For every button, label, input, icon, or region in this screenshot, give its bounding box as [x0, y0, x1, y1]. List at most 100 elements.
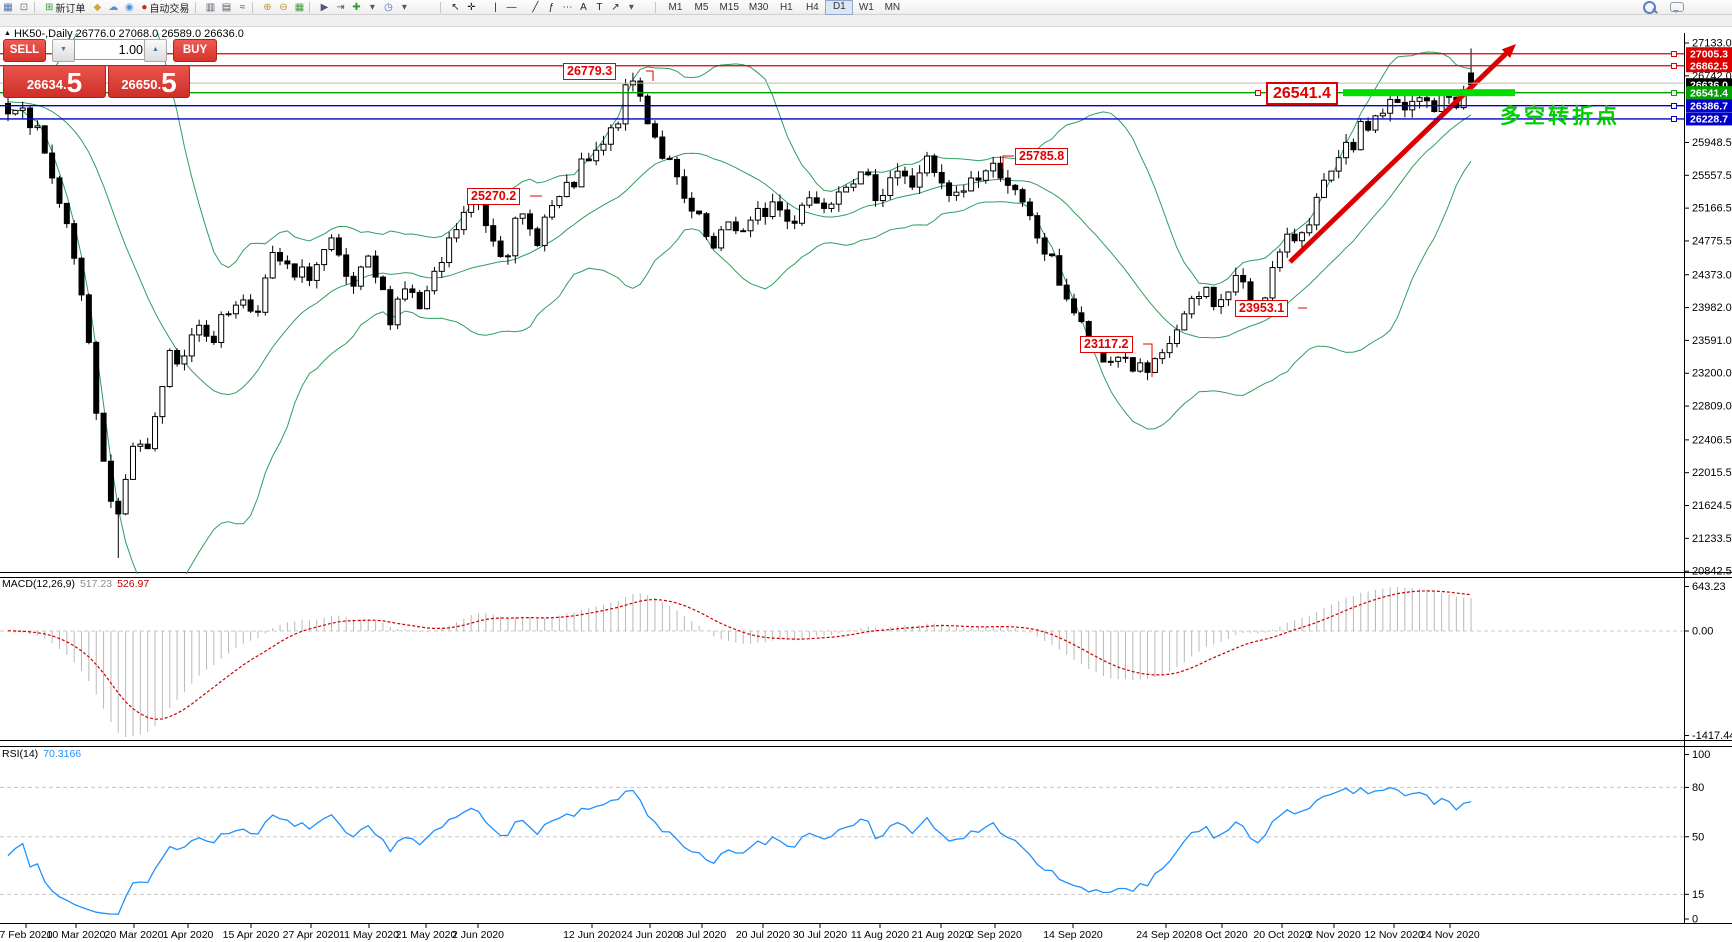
bull-candle-body [747, 219, 754, 232]
cursor-icon[interactable]: ↖ [451, 1, 460, 13]
timeframe-m5[interactable]: M5 [694, 1, 709, 13]
timeframe-h4[interactable]: H4 [805, 1, 819, 13]
bull-candle-body [968, 177, 975, 192]
indicators-dropdown-icon[interactable]: ▾ [369, 1, 375, 13]
price-annotation-26779.3[interactable]: 26779.3 [563, 63, 617, 80]
bull-candle-body [593, 149, 600, 162]
bar-chart-mode-icon[interactable]: ▥ [205, 1, 216, 13]
periods-dropdown-icon[interactable]: ▾ [401, 1, 407, 13]
trend-arrow-head [1501, 44, 1516, 59]
sell-button[interactable]: SELL [3, 39, 46, 62]
price-annotation-23117.2[interactable]: 23117.2 [1080, 336, 1133, 353]
fibonacci-icon[interactable]: ƒ [548, 1, 555, 13]
time-axis-label: 12 Nov 2020 [1364, 929, 1424, 941]
bear-candle-body [821, 202, 828, 209]
time-axis-label: 27 Apr 2020 [283, 929, 340, 941]
bid-price-panel[interactable]: 26634. 5 [3, 65, 106, 98]
timeframe-mn[interactable]: MN [884, 1, 901, 13]
bull-candle-body [799, 204, 806, 224]
vertical-line-icon[interactable]: | [494, 1, 497, 13]
search-icon[interactable] [1643, 0, 1656, 14]
resistance-highlight-bar[interactable] [1343, 89, 1515, 97]
timeframe-w1[interactable]: W1 [858, 1, 874, 13]
periods-clock-icon[interactable]: ◷ [384, 1, 393, 13]
bear-candle-body [946, 182, 953, 196]
line-handle[interactable] [1671, 103, 1677, 109]
time-axis-label: 20 Mar 2020 [105, 929, 164, 941]
bear-candle-body [703, 213, 710, 237]
text-box-icon[interactable]: T [596, 1, 603, 13]
candle-chart-mode-icon[interactable]: ▤ [221, 1, 232, 13]
price-annotation-23953.1[interactable]: 23953.1 [1235, 300, 1289, 317]
time-axis-label: 10 Mar 2020 [47, 929, 106, 941]
tile-windows-icon[interactable]: ▦ [294, 1, 305, 13]
line-handle[interactable] [1671, 116, 1677, 122]
time-axis-label: 11 Aug 2020 [851, 929, 909, 941]
collapse-icon[interactable]: ▲ [4, 30, 11, 37]
bull-candle-body [835, 191, 842, 205]
zoom-out-icon[interactable]: ⊖ [279, 1, 288, 13]
volume-input[interactable] [74, 39, 148, 60]
time-axis-label: 21 Aug 2020 [912, 929, 971, 941]
line-handle[interactable] [1671, 90, 1677, 96]
price-badge-label: 26541.4 [1690, 87, 1728, 99]
chat-icon[interactable] [1670, 2, 1684, 13]
bear-candle-body [387, 289, 394, 326]
line-handle[interactable] [1255, 90, 1261, 96]
price-tick-label: 27133.0 [1692, 38, 1732, 50]
timeframe-m15[interactable]: M15 [719, 1, 739, 13]
arrows-tool-icon[interactable]: ↗ [611, 1, 620, 13]
timeframe-m30[interactable]: M30 [748, 1, 769, 13]
fibo-channel-icon[interactable]: ⋯ [562, 1, 573, 13]
arrows-dropdown-icon[interactable]: ▾ [628, 1, 634, 13]
bear-candle-body [666, 157, 673, 160]
auto-trading-button[interactable]: ● 自动交易 [137, 1, 193, 15]
bull-candle-body [1115, 356, 1122, 362]
chart-shift-icon[interactable]: ⇥ [336, 1, 345, 13]
text-label-icon[interactable]: A [580, 1, 587, 13]
bull-candle-body [924, 155, 930, 174]
trendline-icon[interactable]: ╱ [532, 1, 539, 13]
bull-candle-body [1321, 179, 1328, 198]
styler-icon[interactable]: ◆ [93, 1, 102, 13]
bull-candle-body [953, 191, 960, 196]
toolbar-separator [34, 1, 39, 13]
rsi-scale-label: 80 [1692, 782, 1704, 794]
rsi-scale-label: 100 [1692, 749, 1710, 761]
line-handle[interactable] [1671, 51, 1677, 57]
volume-increase-button[interactable]: ▲ [144, 39, 167, 62]
bear-candle-body [526, 213, 533, 230]
preview-icon[interactable]: ⊡ [19, 1, 29, 13]
bear-candle-body [696, 210, 703, 215]
price-annotation-25270.2[interactable]: 25270.2 [467, 188, 521, 205]
timeframe-h1[interactable]: H1 [779, 1, 793, 13]
indicators-add-icon[interactable]: ✚ [352, 1, 361, 13]
zoom-in-icon[interactable]: ⊕ [263, 1, 272, 13]
price-annotation-25785.8[interactable]: 25785.8 [1015, 148, 1069, 165]
horizontal-line-icon[interactable]: — [506, 1, 517, 13]
chart-tab-strip [0, 15, 1732, 27]
ask-price-panel[interactable]: 26650. 5 [108, 65, 190, 98]
signals-icon[interactable]: ◉ [125, 1, 134, 13]
bull-candle-body [181, 355, 188, 365]
pivot-annotation-text: 多空转折点 [1500, 105, 1620, 128]
crosshair-icon[interactable]: ✛ [467, 1, 476, 13]
auto-scroll-icon[interactable]: ▶ [320, 1, 329, 13]
price-annotation-26541.4[interactable]: 26541.4 [1266, 82, 1338, 105]
volume-decrease-button[interactable]: ▼ [52, 39, 75, 62]
trend-arrow[interactable] [1288, 51, 1508, 264]
timeframe-d1[interactable]: D1 [825, 0, 854, 15]
line-handle[interactable] [1671, 63, 1677, 69]
chart-window-icon[interactable]: ▦ [3, 1, 13, 13]
new-order-button[interactable]: ⊞ 新订单 [41, 1, 89, 15]
bull-candle-body [1225, 291, 1232, 301]
bull-candle-body [1335, 157, 1342, 172]
price-badge-label: 26386.7 [1690, 100, 1728, 112]
line-chart-mode-icon[interactable]: ≈ [239, 1, 246, 13]
buy-button[interactable]: BUY [173, 39, 217, 62]
publisher-cloud-icon[interactable]: ☁ [108, 1, 119, 13]
toolbar-separator [309, 1, 314, 13]
timeframe-m1[interactable]: M1 [668, 1, 683, 13]
bull-candle-body [1188, 297, 1195, 315]
